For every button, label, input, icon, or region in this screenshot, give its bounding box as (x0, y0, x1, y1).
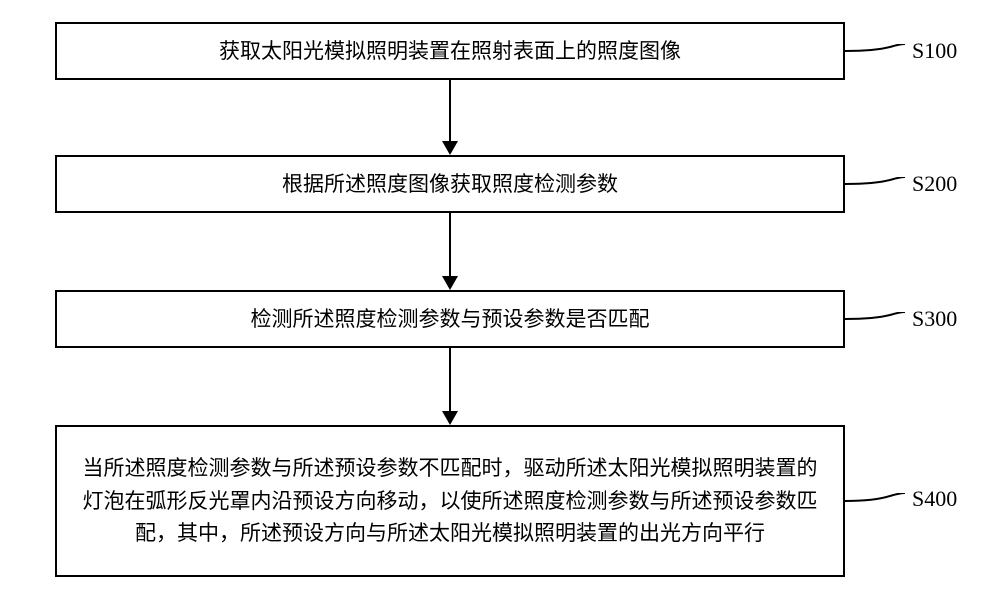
edge-s300-s400-line (449, 348, 451, 412)
leader-s300 (845, 312, 907, 328)
label-s100: S100 (912, 38, 957, 64)
node-s300-text: 检测所述照度检测参数与预设参数是否匹配 (251, 303, 650, 336)
node-s400: 当所述照度检测参数与所述预设参数不匹配时，驱动所述太阳光模拟照明装置的灯泡在弧形… (55, 425, 845, 577)
leader-s100 (845, 44, 907, 60)
edge-s300-s400-arrow (442, 411, 458, 425)
node-s100: 获取太阳光模拟照明装置在照射表面上的照度图像 (55, 22, 845, 80)
edge-s200-s300-line (449, 213, 451, 277)
leader-s400 (845, 493, 907, 509)
edge-s100-s200-line (449, 80, 451, 142)
node-s300: 检测所述照度检测参数与预设参数是否匹配 (55, 290, 845, 348)
edge-s200-s300-arrow (442, 276, 458, 290)
label-s200: S200 (912, 171, 957, 197)
label-s300: S300 (912, 306, 957, 332)
label-s400: S400 (912, 486, 957, 512)
node-s100-text: 获取太阳光模拟照明装置在照射表面上的照度图像 (219, 35, 681, 68)
flowchart-canvas: 获取太阳光模拟照明装置在照射表面上的照度图像 S100 根据所述照度图像获取照度… (0, 0, 1000, 611)
node-s200: 根据所述照度图像获取照度检测参数 (55, 155, 845, 213)
edge-s100-s200-arrow (442, 141, 458, 155)
leader-s200 (845, 177, 907, 193)
node-s400-text: 当所述照度检测参数与所述预设参数不匹配时，驱动所述太阳光模拟照明装置的灯泡在弧形… (77, 452, 823, 550)
node-s200-text: 根据所述照度图像获取照度检测参数 (282, 168, 618, 201)
